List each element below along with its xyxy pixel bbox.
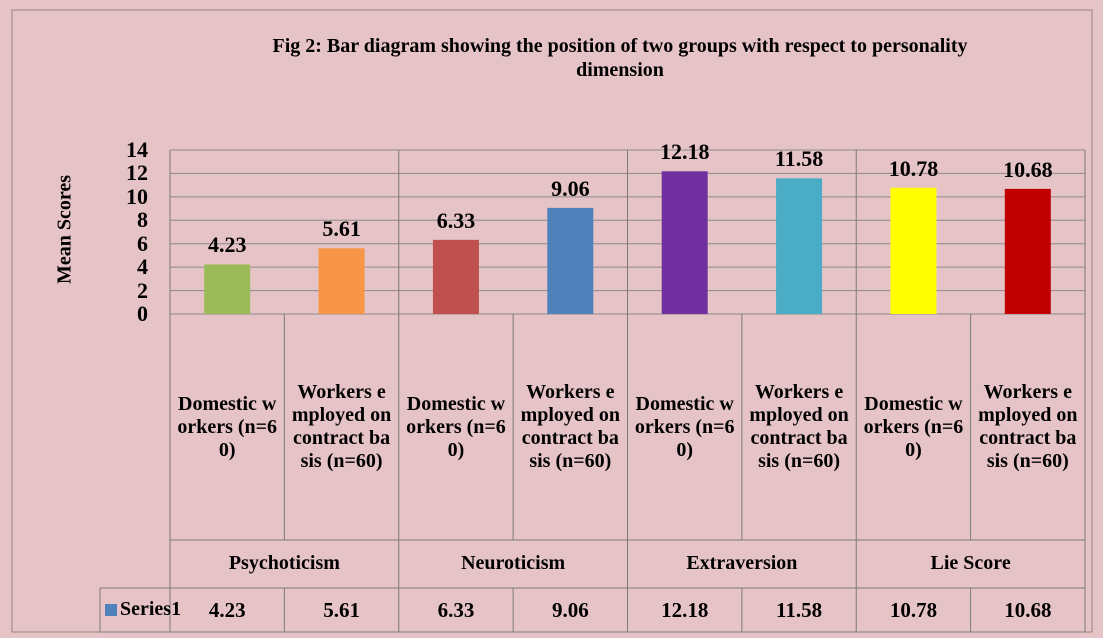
table-value: 5.61 bbox=[323, 598, 360, 622]
data-label: 6.33 bbox=[436, 207, 476, 233]
table-value: 10.78 bbox=[889, 598, 938, 622]
data-label: 4.23 bbox=[207, 232, 247, 258]
x-tick-label: Workers employed on contract basis (n=60… bbox=[291, 381, 392, 472]
y-axis-title: Mean Scores bbox=[53, 174, 76, 285]
y-tick-label: 12 bbox=[126, 160, 148, 186]
data-label: 10.78 bbox=[888, 155, 939, 181]
data-label: 12.18 bbox=[659, 139, 710, 165]
table-value: 11.58 bbox=[776, 598, 823, 622]
y-tick-label: 8 bbox=[137, 207, 148, 233]
group-label: Psychoticism bbox=[228, 552, 340, 574]
data-label: 9.06 bbox=[551, 175, 590, 201]
x-tick-label: Workers employed on contract basis (n=60… bbox=[978, 381, 1078, 472]
bar bbox=[890, 187, 937, 314]
x-tick-label: Workers employed on contract basis (n=60… bbox=[520, 381, 621, 472]
bar bbox=[547, 207, 594, 314]
bar bbox=[204, 264, 251, 314]
data-label: 10.68 bbox=[1003, 156, 1053, 182]
group-label: Lie Score bbox=[930, 552, 1011, 574]
group-label: Extraversion bbox=[686, 552, 798, 574]
data-label: 5.61 bbox=[322, 216, 361, 242]
bar bbox=[776, 178, 823, 314]
table-value: 10.68 bbox=[1004, 598, 1052, 622]
table-value: 4.23 bbox=[208, 598, 246, 622]
bar bbox=[1004, 188, 1051, 314]
table-value: 9.06 bbox=[551, 598, 589, 622]
table-value: 6.33 bbox=[437, 598, 475, 622]
legend-label: Series1 bbox=[120, 598, 182, 620]
legend-key bbox=[105, 604, 117, 616]
y-tick-label: 6 bbox=[137, 230, 148, 256]
bar bbox=[661, 171, 708, 314]
y-tick-label: 4 bbox=[137, 254, 148, 280]
group-label: Neuroticism bbox=[461, 552, 566, 574]
x-tick-label: Domestic workers (n=60) bbox=[863, 392, 964, 461]
x-tick-label: Domestic workers (n=60) bbox=[634, 392, 735, 461]
x-tick-label: Workers employed on contract basis (n=60… bbox=[749, 381, 849, 472]
y-tick-label: 0 bbox=[137, 301, 148, 326]
bar bbox=[318, 248, 365, 314]
table-value: 12.18 bbox=[661, 598, 709, 622]
chart-title: Fig 2: Bar diagram showing the position … bbox=[272, 35, 968, 81]
y-tick-label: 10 bbox=[126, 183, 148, 209]
x-tick-label: Domestic workers (n=60) bbox=[406, 392, 506, 461]
x-tick-label: Domestic workers (n=60) bbox=[177, 392, 278, 461]
bar bbox=[432, 239, 479, 314]
y-tick-label: 14 bbox=[126, 137, 148, 162]
y-tick-label: 2 bbox=[137, 277, 148, 303]
data-label: 11.58 bbox=[774, 146, 824, 172]
